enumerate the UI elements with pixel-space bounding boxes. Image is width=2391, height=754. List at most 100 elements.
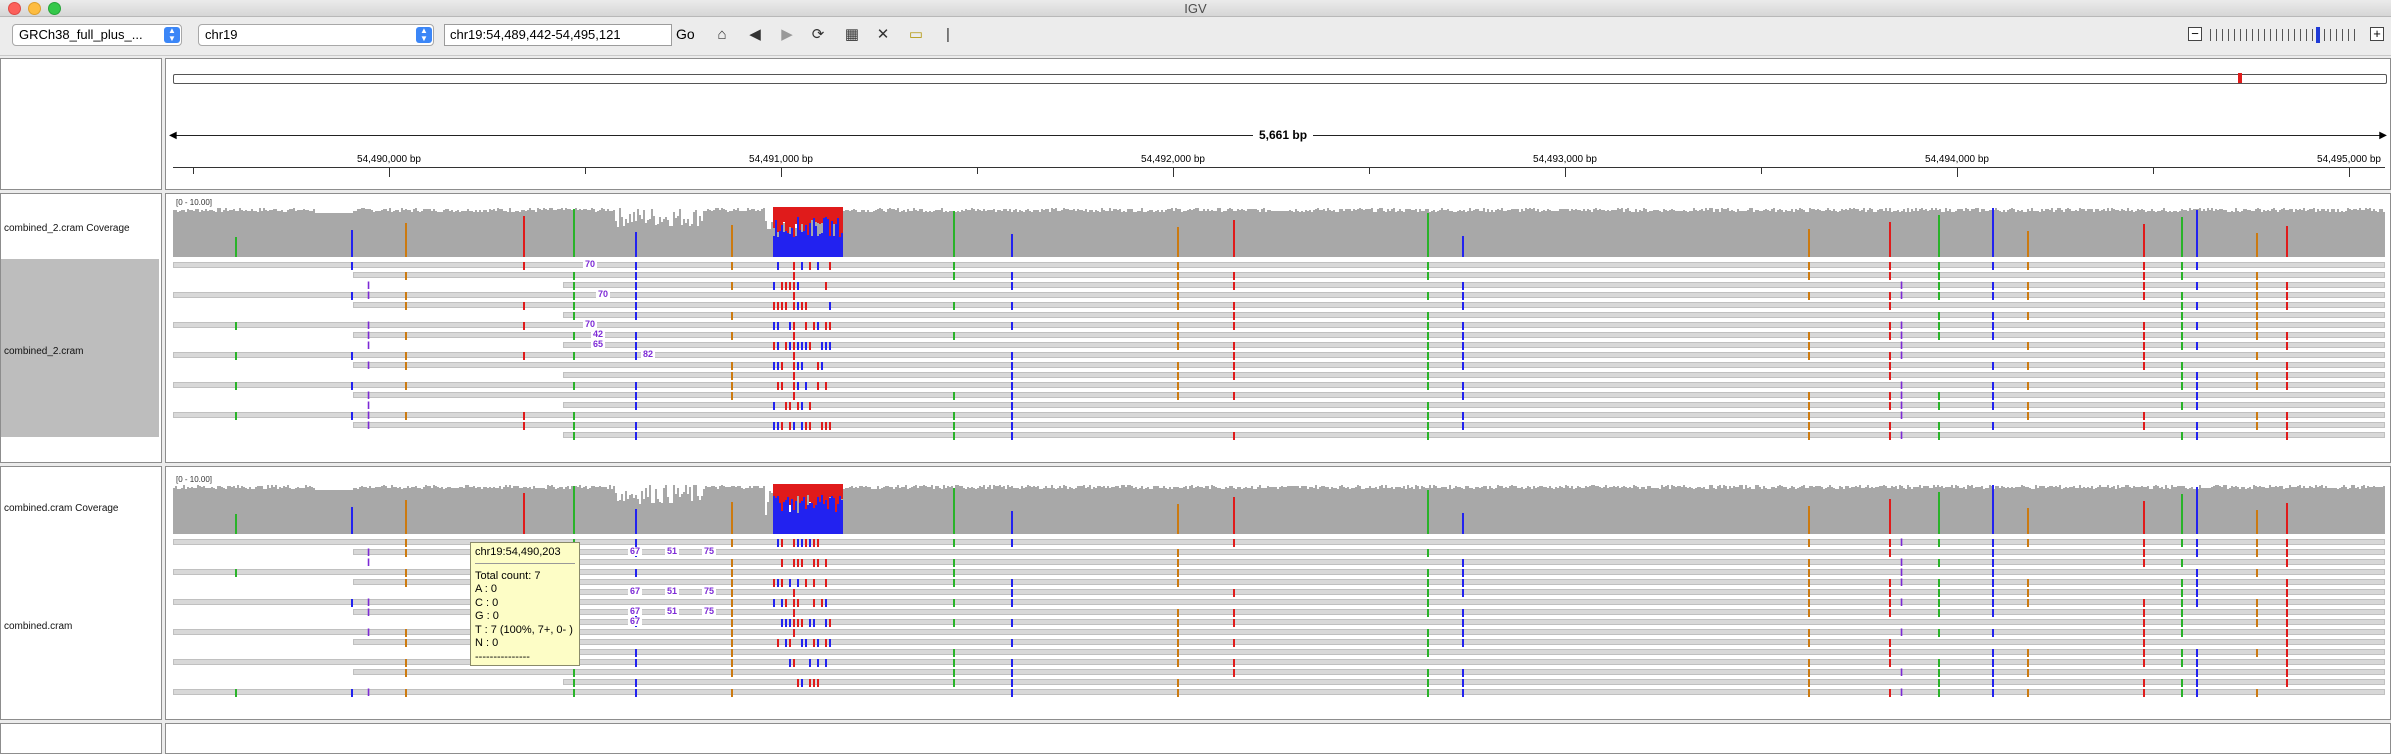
coverage-track[interactable]: [0 - 10.00]: [173, 197, 2385, 257]
alignment-track[interactable]: I I I I I I I I I I I I I I I I I I I I I 70 70 70 42 65 82: [173, 260, 2385, 460]
select-region-icon[interactable]: ✕: [876, 26, 890, 43]
genome-selector[interactable]: GRCh38_full_plus_... ▲ ▼: [12, 24, 182, 46]
insertion-marker[interactable]: I: [367, 420, 371, 432]
insertion-marker[interactable]: I: [367, 330, 371, 342]
insertion-marker[interactable]: I: [1900, 350, 1904, 362]
alignment-track[interactable]: I I I I I I I I I I I I I I 67 51 75 67 51 75 67 51 75 67: [173, 537, 2385, 717]
aligned-read[interactable]: [353, 272, 2385, 278]
resize-window-icon[interactable]: ▦: [844, 26, 860, 43]
insertion-marker[interactable]: I: [367, 547, 371, 559]
zoom-window-button[interactable]: [48, 2, 61, 15]
coverage-track-name[interactable]: combined_2.cram Coverage: [4, 223, 130, 234]
insertion-marker[interactable]: I: [367, 320, 371, 332]
aligned-read[interactable]: [563, 432, 2385, 438]
insertion-marker[interactable]: I: [367, 627, 371, 639]
alignment-track-name[interactable]: combined_2.cram: [4, 346, 84, 357]
aligned-read[interactable]: [563, 402, 2385, 408]
insertion-marker[interactable]: I: [1900, 430, 1904, 442]
chromosome-selector[interactable]: chr19 ▲ ▼: [198, 24, 434, 46]
insertion-marker[interactable]: I: [1900, 330, 1904, 342]
aligned-read[interactable]: [563, 312, 2385, 318]
insertion-marker[interactable]: I: [367, 687, 371, 699]
insertion-marker[interactable]: I: [367, 340, 371, 352]
coverage-track-name[interactable]: combined.cram Coverage: [4, 503, 119, 514]
insertion-marker[interactable]: I: [367, 597, 371, 609]
zoom-in-button[interactable]: +: [2370, 27, 2384, 41]
aligned-read[interactable]: [173, 599, 2385, 605]
aligned-read[interactable]: [173, 412, 2385, 418]
coverage-bar: [919, 485, 921, 534]
aligned-read[interactable]: [173, 292, 2385, 298]
aligned-read[interactable]: [353, 639, 2385, 645]
aligned-read[interactable]: [353, 549, 2385, 555]
insertion-marker[interactable]: I: [367, 280, 371, 292]
zoom-scale[interactable]: [2210, 29, 2360, 41]
coverage-track[interactable]: [0 - 10.00]: [173, 474, 2385, 534]
locus-input[interactable]: chr19:54,489,442-54,495,121: [444, 24, 672, 46]
insertion-marker[interactable]: I: [1900, 537, 1904, 549]
aligned-read[interactable]: [353, 669, 2385, 675]
aligned-read[interactable]: [563, 619, 2385, 625]
aligned-read[interactable]: [353, 422, 2385, 428]
aligned-read[interactable]: [353, 332, 2385, 338]
go-button[interactable]: Go: [676, 26, 695, 42]
insertion-marker[interactable]: I: [1900, 667, 1904, 679]
insertion-marker[interactable]: I: [1900, 557, 1904, 569]
zoom-out-button[interactable]: −: [2188, 27, 2202, 41]
insertion-marker[interactable]: I: [1900, 340, 1904, 352]
insertion-marker[interactable]: I: [1900, 400, 1904, 412]
insertion-marker[interactable]: I: [367, 290, 371, 302]
insertion-marker[interactable]: I: [367, 607, 371, 619]
insertion-marker[interactable]: I: [367, 410, 371, 422]
insertion-marker[interactable]: I: [1900, 627, 1904, 639]
aligned-read[interactable]: [353, 302, 2385, 308]
coverage-bar: [1183, 487, 1185, 534]
aligned-read[interactable]: [563, 372, 2385, 378]
aligned-read[interactable]: [173, 629, 2385, 635]
aligned-read[interactable]: [563, 282, 2385, 288]
aligned-read[interactable]: [173, 689, 2385, 695]
aligned-read[interactable]: [173, 539, 2385, 545]
forward-icon[interactable]: ▶: [781, 26, 793, 43]
aligned-read[interactable]: [563, 342, 2385, 348]
insertion-marker[interactable]: I: [1900, 290, 1904, 302]
insertion-marker[interactable]: I: [1900, 280, 1904, 292]
insertion-marker[interactable]: I: [367, 390, 371, 402]
aligned-read[interactable]: [563, 589, 2385, 595]
aligned-read[interactable]: [173, 262, 2385, 268]
insertion-marker[interactable]: I: [1900, 567, 1904, 579]
insertion-marker[interactable]: I: [1900, 320, 1904, 332]
minimize-window-button[interactable]: [28, 2, 41, 15]
aligned-read[interactable]: [563, 679, 2385, 685]
refresh-icon[interactable]: ⟳: [811, 26, 825, 43]
insertion-marker[interactable]: I: [1900, 577, 1904, 589]
ruler[interactable]: 54,490,000 bp 54,491,000 bp 54,492,000 bp 5…: [173, 154, 2385, 178]
aligned-read[interactable]: [353, 579, 2385, 585]
aligned-read[interactable]: [563, 559, 2385, 565]
coverage-bar: [1147, 487, 1149, 534]
aligned-read[interactable]: [173, 569, 2385, 575]
insertion-marker[interactable]: I: [1900, 687, 1904, 699]
insertion-marker[interactable]: I: [1900, 410, 1904, 422]
aligned-read[interactable]: [353, 392, 2385, 398]
chromosome-ideogram[interactable]: [173, 74, 2387, 84]
aligned-read[interactable]: [173, 352, 2385, 358]
aligned-read[interactable]: [173, 322, 2385, 328]
close-window-button[interactable]: [8, 2, 21, 15]
back-icon[interactable]: ◀: [749, 26, 761, 43]
insertion-marker[interactable]: I: [367, 360, 371, 372]
zoom-widget[interactable]: − +: [2188, 27, 2386, 43]
insertion-marker[interactable]: I: [367, 400, 371, 412]
aligned-read[interactable]: [353, 362, 2385, 368]
aligned-read[interactable]: [353, 609, 2385, 615]
insertion-marker[interactable]: I: [1900, 380, 1904, 392]
aligned-read[interactable]: [563, 649, 2385, 655]
alignment-track-name[interactable]: combined.cram: [4, 621, 73, 632]
home-icon[interactable]: ⌂: [717, 26, 727, 43]
insertion-marker[interactable]: I: [1900, 390, 1904, 402]
insertion-marker[interactable]: I: [367, 557, 371, 569]
insertion-marker[interactable]: I: [1900, 597, 1904, 609]
popup-text-icon[interactable]: ▭: [908, 26, 924, 43]
aligned-read[interactable]: [173, 659, 2385, 665]
aligned-read[interactable]: [173, 382, 2385, 388]
